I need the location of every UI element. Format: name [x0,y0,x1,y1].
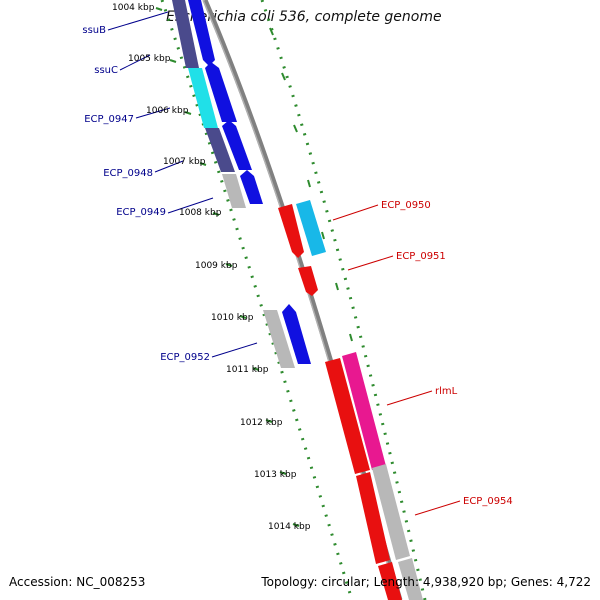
gene-label-ECP_0950: ECP_0950 [381,200,431,211]
gene-bar-0947-blue [222,120,252,170]
accession-label: Accession: NC_008253 [9,575,146,589]
inner-dotted-guide [160,0,354,600]
gene-bar-ssuC-cyan [188,68,218,128]
scale-label-1010: 1010 kbp [211,313,254,323]
scale-label-1012: 1012 kbp [240,418,283,428]
gene-label-ssuB: ssuB [82,25,106,36]
gene-label-ECP_0954: ECP_0954 [463,496,513,507]
gene-label-ECP_0951: ECP_0951 [396,251,446,262]
gene-features-right [278,200,423,600]
gene-label-ECP_0949: ECP_0949 [116,207,166,218]
right-gene-labels: ECP_0950 ECP_0951 rlmL ECP_0954 [381,200,513,507]
gene-bar-0947-slate [205,128,235,172]
scale-label-1005: 1005 kbp [128,54,171,64]
gene-bar-0950-sky [296,200,326,256]
gene-bar-0951-red [298,266,318,296]
gene-bar-0952-blue [282,304,311,364]
scale-labels: 1004 kbp 1005 kbp 1006 kbp 1007 kbp 1008… [112,3,311,532]
scale-label-1013: 1013 kbp [254,470,297,480]
scale-label-1008: 1008 kbp [179,208,222,218]
gene-bar-0954-gray [372,464,410,560]
gene-label-ssuC: ssuC [94,65,118,76]
scale-label-1006: 1006 kbp [146,106,189,116]
gene-label-ECP_0948: ECP_0948 [103,168,153,179]
inner-tick-marks [155,7,300,527]
scale-label-1007: 1007 kbp [163,157,206,167]
gene-bar-0949-blue [240,170,263,204]
scale-label-1011: 1011 kbp [226,365,269,375]
topology-label: Topology: circular; Length: 4,938,920 bp… [261,575,591,589]
gene-label-ECP_0952: ECP_0952 [160,352,210,363]
gene-bar-ssuC-blue [205,62,237,122]
gene-bar-rlmL-magenta [342,352,386,470]
genome-title: Escherichia coli 536, complete genome [166,9,442,25]
gene-bar-0952-gray [263,310,295,368]
gene-bar-rlmL-red [325,358,370,474]
scale-label-1009: 1009 kbp [195,261,238,271]
scale-label-1014: 1014 kbp [268,522,311,532]
gene-bar-tail-red [378,562,402,600]
left-gene-labels: ssuB ssuC ECP_0947 ECP_0948 ECP_0949 ECP… [82,25,210,363]
gene-bar-ssuB-blue [188,0,215,66]
right-leader-lines [332,204,461,516]
gene-features-left [172,0,311,368]
left-leader-lines [107,11,258,358]
gene-label-rlmL: rlmL [435,386,458,397]
gene-bar-0954-red [356,472,390,564]
gene-bar-tail-gray [398,558,423,600]
scale-label-1004: 1004 kbp [112,3,155,13]
outer-dotted-guide [260,0,427,600]
gene-bar-0949-gray [222,174,246,208]
gene-bar-0950-red [278,204,304,258]
gene-label-ECP_0947: ECP_0947 [84,114,134,125]
gene-bar-ssuB-slate [172,0,199,68]
